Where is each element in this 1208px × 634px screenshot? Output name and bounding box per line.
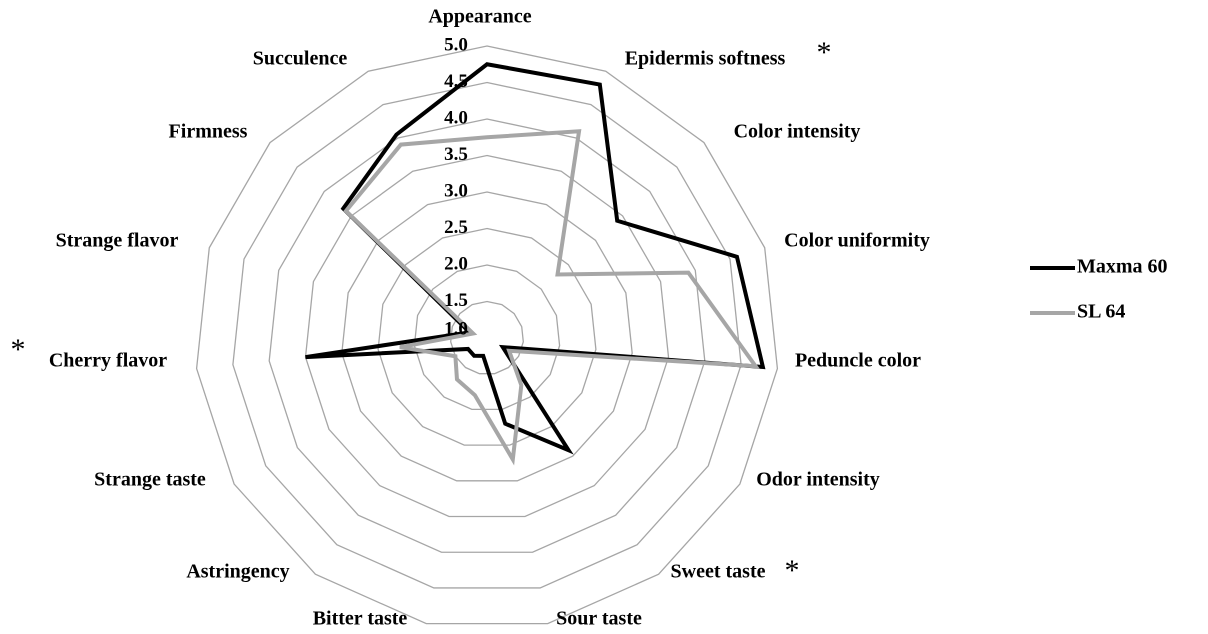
y-tick-label: 4.0	[444, 107, 468, 128]
category-label: Strange taste	[94, 469, 206, 491]
significance-mark: *	[11, 333, 26, 366]
category-label: Epidermis softness	[625, 48, 786, 70]
category-label: Sour taste	[556, 608, 642, 630]
category-label: Appearance	[428, 6, 531, 28]
category-label: Astringency	[186, 561, 289, 583]
grid-ring	[304, 154, 670, 518]
category-label: Cherry flavor	[49, 350, 167, 372]
grid-ring	[195, 45, 779, 625]
legend-label: SL 64	[1077, 301, 1125, 323]
significance-mark: *	[785, 554, 800, 587]
series-line	[343, 129, 760, 466]
legend-label: Maxma 60	[1077, 256, 1168, 278]
category-label: Sweet taste	[671, 561, 766, 583]
y-tick-label: 4.5	[444, 71, 468, 92]
grid-ring	[413, 264, 561, 411]
category-label: Peduncle color	[795, 350, 921, 372]
y-tick-label: 1.5	[444, 290, 468, 311]
y-tick-label: 5.0	[444, 34, 468, 55]
significance-mark: *	[817, 36, 832, 69]
y-tick-label: 2.0	[444, 253, 468, 274]
category-label: Odor intensity	[756, 469, 880, 491]
category-label: Color intensity	[734, 121, 861, 143]
y-tick-label: 1.0	[444, 318, 468, 339]
category-label: Firmness	[169, 121, 248, 143]
grid-ring	[232, 81, 742, 589]
y-tick-label: 2.5	[444, 217, 468, 238]
grid-ring	[341, 191, 633, 482]
grid-ring	[377, 227, 597, 446]
category-label: Succulence	[253, 48, 348, 70]
category-label: Strange flavor	[56, 230, 179, 252]
y-tick-label: 3.5	[444, 144, 468, 165]
grid-ring	[268, 118, 706, 553]
category-label: Bitter taste	[313, 608, 408, 630]
category-label: Color uniformity	[784, 230, 930, 252]
y-tick-label: 3.0	[444, 180, 468, 201]
